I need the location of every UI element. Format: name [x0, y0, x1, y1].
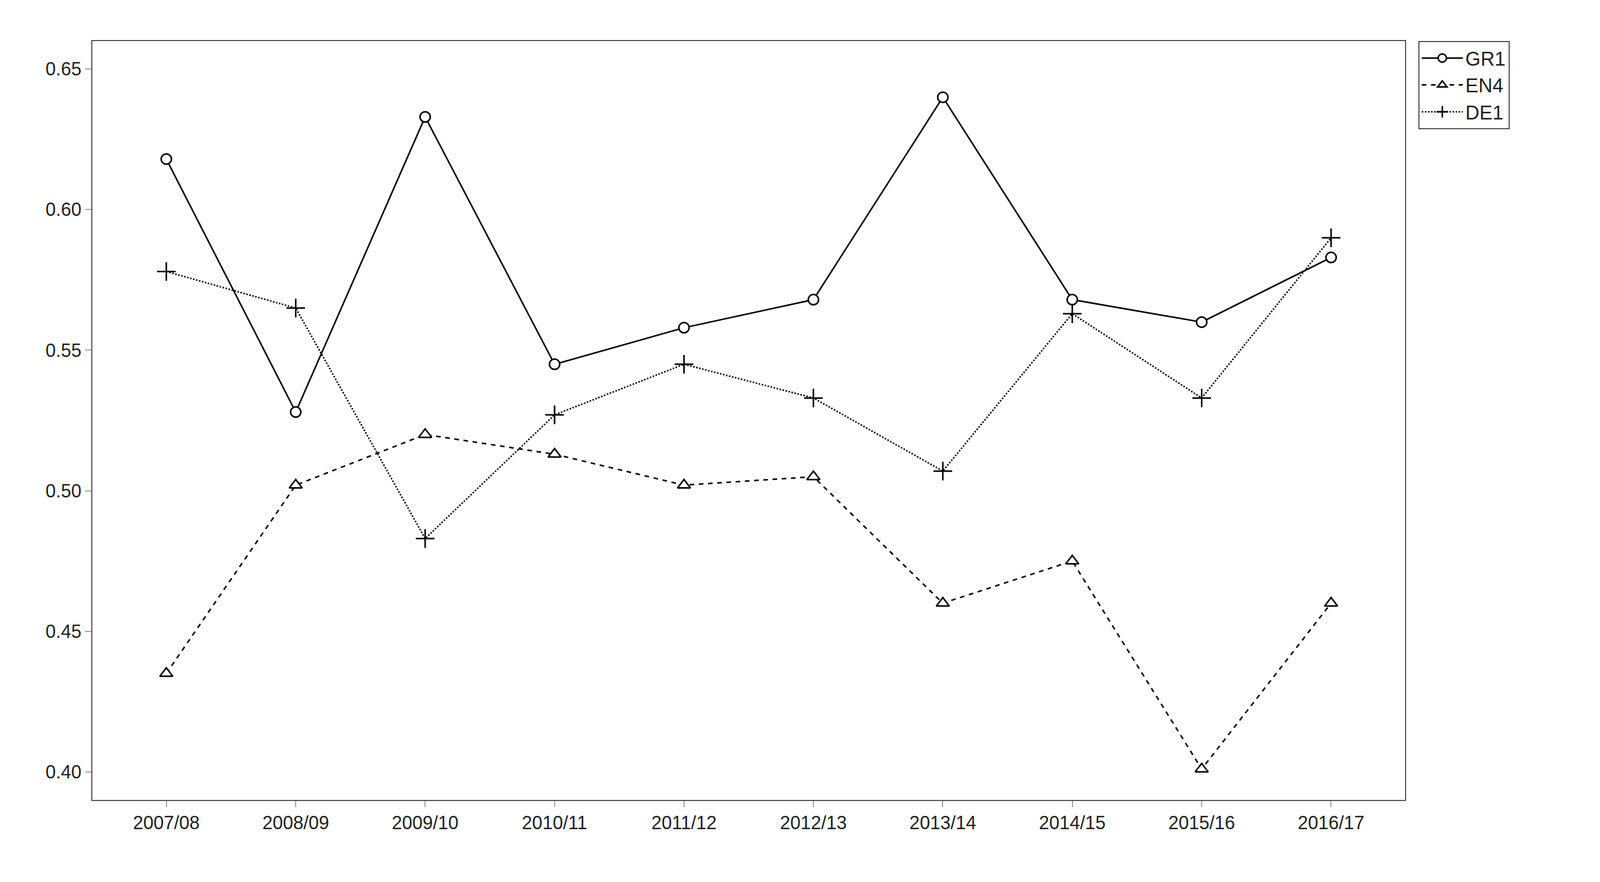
svg-text:2014/15: 2014/15 [1038, 812, 1106, 834]
svg-text:2007/08: 2007/08 [132, 812, 200, 834]
svg-text:2011/12: 2011/12 [651, 812, 717, 834]
svg-text:0.65: 0.65 [45, 58, 82, 80]
svg-text:2010/11: 2010/11 [521, 812, 587, 834]
svg-text:0.55: 0.55 [45, 340, 82, 362]
svg-text:2016/17: 2016/17 [1297, 812, 1365, 834]
svg-text:0.50: 0.50 [45, 480, 82, 502]
svg-text:2013/14: 2013/14 [909, 812, 977, 834]
svg-text:0.40: 0.40 [45, 761, 82, 783]
svg-text:EN4: EN4 [1465, 74, 1504, 97]
svg-text:0.60: 0.60 [45, 199, 82, 221]
svg-text:0.45: 0.45 [45, 621, 82, 643]
svg-text:2008/09: 2008/09 [262, 812, 329, 834]
svg-text:2012/13: 2012/13 [780, 812, 847, 834]
svg-text:2009/10: 2009/10 [391, 812, 459, 834]
svg-text:DE1: DE1 [1465, 102, 1504, 124]
svg-text:2015/16: 2015/16 [1168, 812, 1235, 834]
svg-text:GR1: GR1 [1465, 48, 1506, 70]
